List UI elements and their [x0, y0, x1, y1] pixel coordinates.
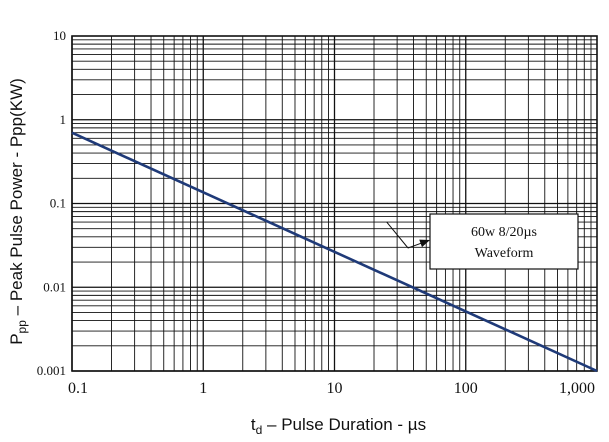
- y-tick-label: 1: [60, 112, 67, 127]
- grid-lines: [71, 36, 597, 372]
- x-tick-label: 10: [327, 380, 343, 397]
- y-axis-label-main: P: [7, 333, 26, 344]
- x-tick-label: 0.1: [68, 380, 88, 397]
- x-tick-label: 1: [199, 380, 207, 397]
- annotation-arrowhead: [419, 239, 430, 248]
- series-group: [71, 131, 598, 373]
- annotation-line-1: 60w 8/20µs: [471, 225, 537, 240]
- annotation-box: [429, 213, 579, 270]
- x-axis-label-sub: d: [256, 423, 263, 437]
- y-axis-label-sub: pp: [15, 320, 29, 334]
- x-axis-label: td – Pulse Duration - µs: [251, 415, 426, 437]
- annotation: 60w 8/20µs Waveform: [386, 213, 579, 270]
- x-axis-label-main: t: [251, 415, 256, 434]
- y-tick-label: 10: [53, 28, 66, 43]
- x-axis-label-rest: – Pulse Duration - µs: [262, 415, 426, 434]
- annotation-arrow: [386, 221, 409, 249]
- plot-frame: [71, 35, 598, 372]
- y-axis-label-rest: – Peak Pulse Power - Ppp(KW): [7, 78, 26, 320]
- series-line: [71, 131, 598, 373]
- y-tick-labels: 0.001 0.01 0.1 1 10: [37, 28, 66, 378]
- y-tick-label: 0.001: [37, 363, 66, 378]
- x-tick-label: 100: [454, 380, 478, 397]
- annotation-line-2: Waveform: [475, 246, 534, 261]
- annotation-arrow-segment: [407, 241, 425, 249]
- y-tick-label: 0.1: [50, 196, 66, 211]
- y-tick-label: 0.01: [43, 279, 66, 294]
- x-tick-label: 1,000: [559, 380, 595, 397]
- y-axis-label: Ppp – Peak Pulse Power - Ppp(KW): [7, 78, 29, 345]
- x-tick-labels: 0.1 1 10 100 1,000: [68, 380, 595, 397]
